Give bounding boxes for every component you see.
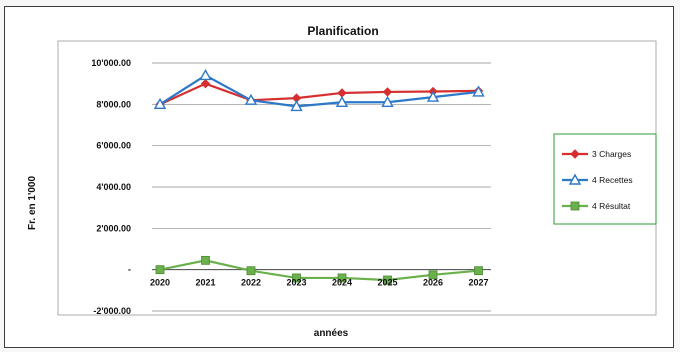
series-lines: [153, 68, 485, 285]
data-point: [428, 270, 438, 280]
chart-frame: Planification 10'000.00 8'000.00 6'000.00 4…: [4, 6, 674, 348]
legend: 3 Charges 4 Recettes 4 Résultat: [562, 149, 633, 211]
x-tick-labels: 2020 2021 2022 2023 2024 2025 2026 2027: [150, 278, 489, 288]
legend-label: 4 Résultat: [592, 201, 631, 211]
y-tick-label: 6'000.00: [96, 141, 131, 151]
data-point: [382, 87, 393, 97]
data-point: [474, 266, 483, 276]
y-axis-title: Fr. en 1'000: [27, 176, 38, 231]
line-chart: Planification 10'000.00 8'000.00 6'000.00 4…: [27, 24, 657, 339]
data-point: [383, 275, 392, 285]
series-2: [153, 68, 485, 112]
data-point: [335, 95, 349, 107]
y-tick-label: 2'000.00: [96, 223, 131, 233]
x-tick-label: 2021: [195, 278, 215, 288]
legend-label: 3 Charges: [592, 149, 631, 159]
x-tick-label: 2024: [332, 278, 352, 288]
data-point: [246, 266, 256, 276]
data-point: [199, 68, 212, 81]
data-point: [337, 273, 347, 283]
x-axis-title: années: [314, 328, 349, 339]
data-point: [337, 88, 347, 98]
x-tick-label: 2027: [468, 278, 488, 288]
data-point: [201, 255, 210, 265]
legend-item: 4 Résultat: [562, 201, 631, 211]
legend-item: 3 Charges: [562, 149, 631, 159]
series-line: [159, 259, 479, 282]
chart-title: Planification: [307, 24, 378, 38]
x-tick-label: 2022: [241, 278, 261, 288]
data-point: [244, 93, 258, 105]
x-tick-label: 2023: [286, 278, 306, 288]
y-tick-label: -: [128, 265, 131, 275]
series-line: [159, 74, 479, 108]
data-point: [381, 95, 394, 107]
series-line: [159, 82, 479, 106]
y-tick-label: 4'000.00: [96, 182, 131, 192]
y-tick-label: -2'000.00: [93, 306, 131, 316]
series-3: [155, 255, 483, 285]
data-point: [200, 78, 211, 89]
y-tick-label: 8'000.00: [96, 99, 131, 109]
data-point: [155, 265, 165, 275]
data-point: [472, 85, 485, 97]
legend-marker: [568, 173, 582, 185]
data-point: [426, 90, 440, 102]
x-tick-label: 2025: [377, 278, 397, 288]
data-point: [290, 99, 303, 112]
grid-lines: [152, 62, 491, 312]
x-tick-label: 2020: [150, 278, 170, 288]
y-tick-labels: 10'000.00 8'000.00 6'000.00 4'000.00 2'000.0…: [91, 58, 131, 316]
legend-label: 4 Recettes: [592, 175, 633, 185]
legend-marker: [570, 201, 580, 211]
x-tick-label: 2026: [423, 278, 443, 288]
y-tick-label: 10'000.00: [91, 58, 131, 68]
data-point: [292, 273, 301, 283]
legend-item: 4 Recettes: [562, 173, 633, 185]
legend-marker: [570, 149, 580, 159]
data-point: [153, 97, 167, 110]
